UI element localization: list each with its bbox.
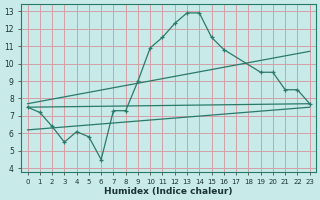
X-axis label: Humidex (Indice chaleur): Humidex (Indice chaleur): [104, 187, 233, 196]
